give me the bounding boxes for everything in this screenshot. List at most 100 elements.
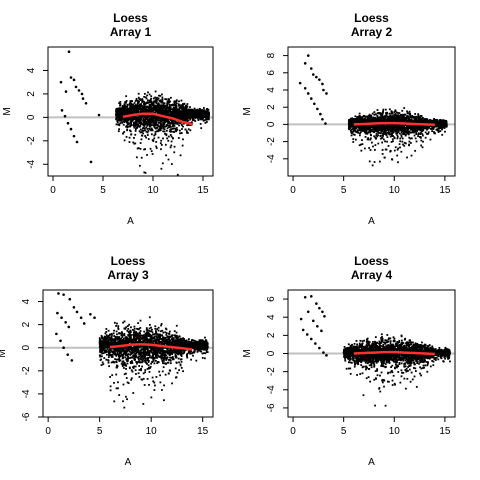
data-point [358,112,361,115]
data-point [413,131,415,134]
data-point [410,154,413,157]
data-point [165,134,168,137]
data-point [181,103,184,105]
data-point [418,116,421,119]
data-point [139,108,141,111]
data-point [120,118,122,121]
data-point [179,129,181,132]
data-point [403,113,406,116]
data-point [166,100,169,103]
data-point [381,141,384,144]
data-point [121,108,124,111]
data-point [155,100,158,103]
data-point [372,116,375,119]
data-point [408,110,411,113]
data-point [198,116,201,119]
data-point [166,102,169,105]
data-point [397,161,399,164]
data-point [409,115,412,118]
data-point [128,136,131,139]
data-point [361,143,364,146]
data-point [121,105,124,107]
data-point [187,119,190,122]
data-point [160,119,163,122]
data-point [424,127,426,130]
data-point [384,130,386,133]
data-point [184,110,187,113]
data-point [157,109,160,111]
data-point [142,126,145,129]
data-point [436,128,439,131]
data-point [115,123,118,126]
data-point [358,115,361,117]
data-point [134,116,137,119]
plot-frame [47,46,214,177]
data-point [184,109,187,112]
data-point [157,102,160,105]
data-point [122,123,125,126]
data-point [137,107,140,109]
data-point [207,108,210,111]
data-point [364,135,367,138]
data-point [134,133,137,136]
data-point [75,140,79,144]
data-point [377,131,380,134]
data-point [156,107,159,110]
data-point [393,115,395,117]
data-point [359,121,362,124]
data-point [185,105,187,108]
data-point [138,164,141,167]
data-point [163,123,166,126]
data-point [181,109,184,111]
data-point [152,139,155,142]
data-point [116,120,119,122]
data-point [193,107,196,110]
data-point [167,98,170,100]
data-point [137,123,140,126]
data-point [378,119,381,122]
data-point [362,121,364,124]
data-point [167,135,170,138]
data-point [396,131,399,134]
data-point [60,109,64,112]
data-point [172,112,174,115]
data-point [141,100,144,103]
data-point [410,137,413,140]
data-point [385,148,388,151]
data-point [188,108,191,111]
data-point [384,126,387,129]
data-point [164,143,167,146]
data-point [157,117,160,120]
data-point [175,110,178,113]
data-point [430,119,433,122]
data-point [131,100,133,102]
data-point [405,133,407,136]
y-axis-label: M [2,107,13,115]
data-point [441,133,444,136]
data-point [425,120,428,122]
data-point [401,109,404,112]
data-point [426,127,429,130]
data-point [148,127,151,130]
data-point [374,116,376,119]
data-point [150,97,153,100]
data-point [163,128,166,131]
data-point [397,118,399,120]
data-point [177,116,180,119]
data-point [393,149,396,152]
data-point [179,117,182,119]
data-point [360,127,363,130]
data-point [360,121,363,124]
data-point [169,126,172,128]
data-point [199,111,202,114]
loess-curve [122,112,194,126]
data-point [145,126,148,129]
data-point [167,118,169,121]
data-point [140,118,143,120]
data-point [386,119,388,121]
data-point [139,119,142,122]
data-point [145,130,148,133]
data-point [146,94,148,97]
data-point [150,101,153,104]
data-point [367,137,370,140]
